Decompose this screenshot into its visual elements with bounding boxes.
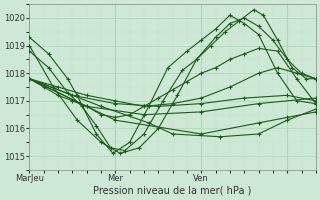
X-axis label: Pression niveau de la mer( hPa ): Pression niveau de la mer( hPa ) [93, 186, 252, 196]
